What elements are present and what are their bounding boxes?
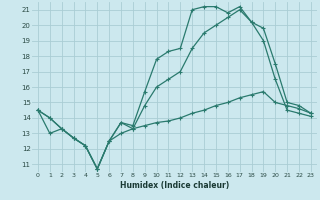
X-axis label: Humidex (Indice chaleur): Humidex (Indice chaleur) xyxy=(120,181,229,190)
